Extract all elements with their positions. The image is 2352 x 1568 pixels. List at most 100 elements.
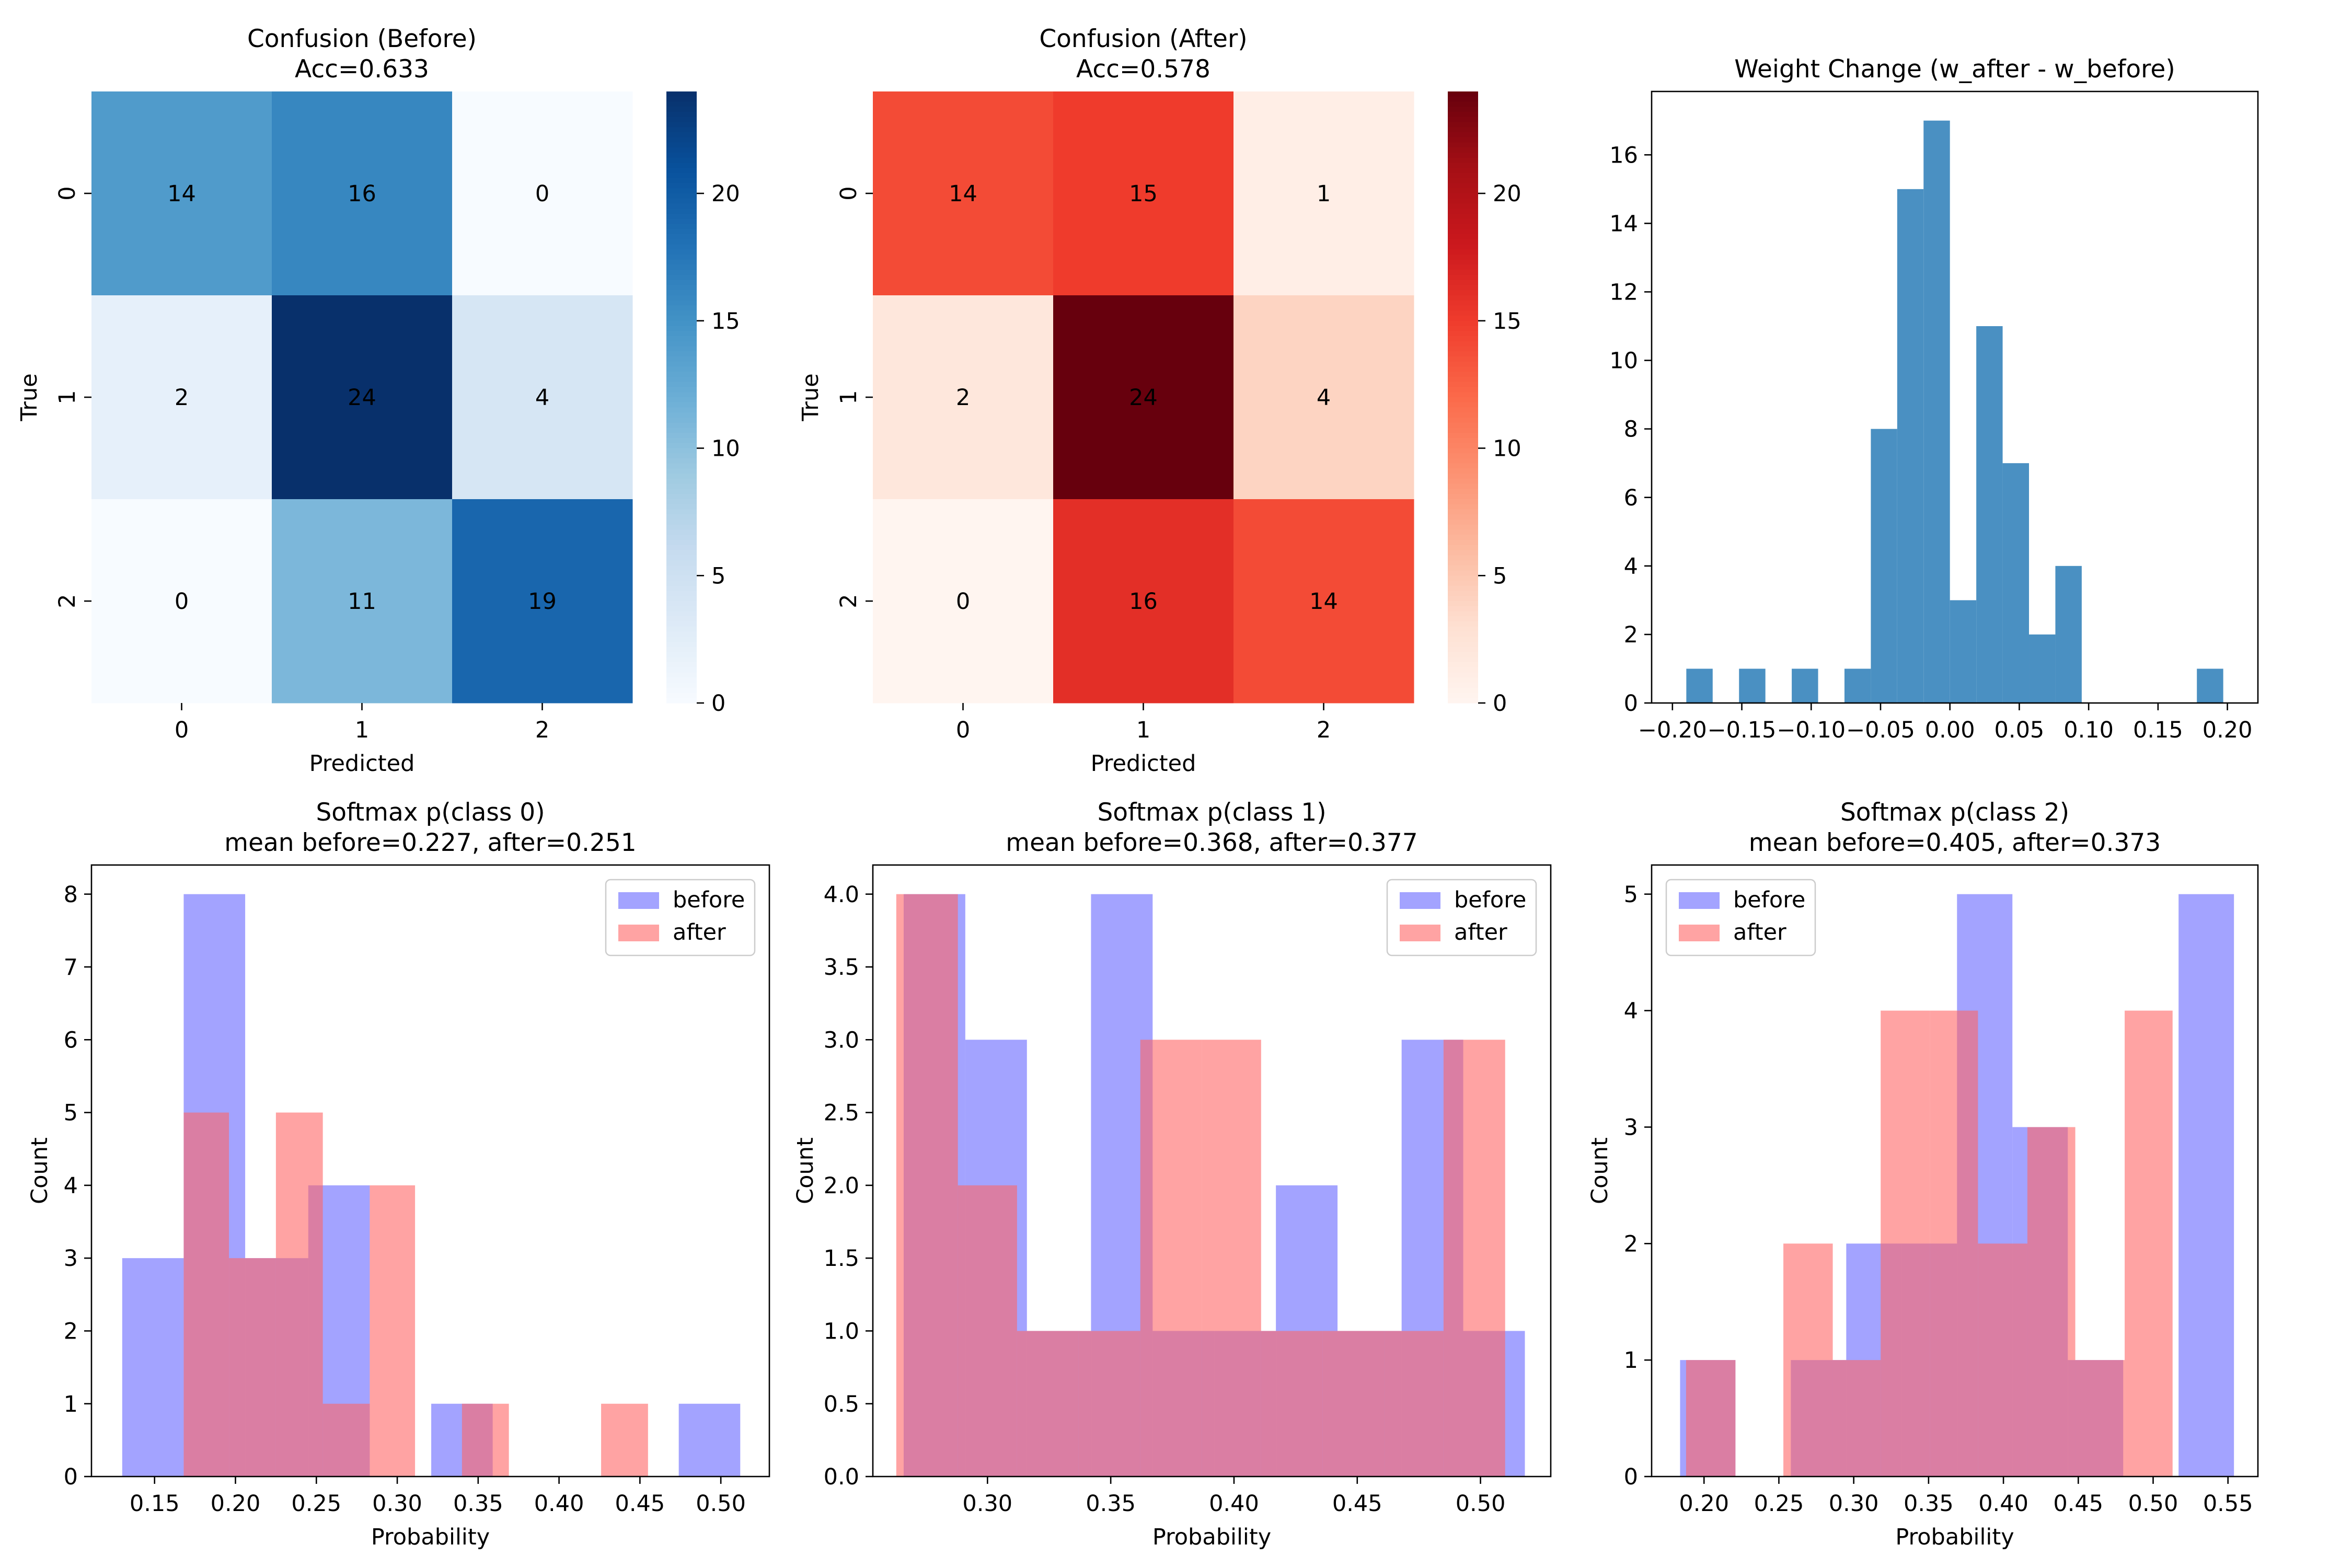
colorbar-segment bbox=[666, 499, 697, 505]
y-tick-label: 4.0 bbox=[824, 882, 859, 908]
series-weights bbox=[1686, 120, 2223, 704]
colorbar-segment bbox=[666, 601, 697, 607]
colorbar-segment bbox=[666, 677, 697, 683]
cell-value: 19 bbox=[528, 589, 557, 615]
colorbar-segment bbox=[666, 387, 697, 393]
colorbar-segment bbox=[666, 255, 697, 260]
y-tick-label: 2.5 bbox=[824, 1100, 859, 1126]
colorbar-segment bbox=[1448, 157, 1478, 164]
colorbar-tick-label: 0 bbox=[711, 690, 725, 717]
x-axis-label: Probability bbox=[1895, 1524, 2014, 1550]
colorbar-segment bbox=[1448, 535, 1478, 540]
colorbar-segment bbox=[1448, 397, 1478, 403]
colorbar-segment bbox=[1448, 402, 1478, 408]
colorbar-segment bbox=[666, 244, 697, 250]
histogram-3: 0.15 0.20 0.25 0.30 0.35 0.40 0.45 0.50 0 1 2 3 4 5 6 7… bbox=[27, 864, 770, 1550]
colorbar-segment bbox=[1448, 193, 1478, 199]
colorbar-segment bbox=[666, 509, 697, 515]
colorbar-segment bbox=[666, 621, 697, 627]
histogram-bar bbox=[1978, 1243, 2027, 1477]
colorbar-segment bbox=[1448, 127, 1478, 133]
x-tick-label: 0.30 bbox=[962, 1491, 1012, 1517]
y-tick-label: 1.0 bbox=[824, 1318, 859, 1344]
colorbar-segment bbox=[666, 667, 697, 673]
x-tick-label: 1 bbox=[355, 717, 369, 743]
colorbar-segment bbox=[666, 178, 697, 184]
histogram-bar bbox=[1686, 668, 1713, 703]
x-axis-label: Probability bbox=[1152, 1524, 1271, 1550]
axes-frame bbox=[1651, 864, 2259, 1478]
colorbar-segment bbox=[1448, 637, 1478, 642]
histogram-bar bbox=[1783, 1243, 1833, 1477]
colorbar-segment bbox=[1448, 560, 1478, 566]
heatmap-cell bbox=[873, 91, 1054, 296]
colorbar-segment bbox=[666, 275, 697, 281]
x-tick-label: 0.00 bbox=[1925, 717, 1975, 743]
colorbar-segment bbox=[666, 529, 697, 535]
colorbar-segment bbox=[666, 229, 697, 235]
colorbar-segment bbox=[666, 320, 697, 327]
x-tick-label: 0.40 bbox=[1978, 1491, 2028, 1517]
colorbar-segment bbox=[666, 606, 697, 612]
colorbar-segment bbox=[666, 137, 697, 143]
heatmap-cell bbox=[91, 91, 272, 296]
colorbar-segment bbox=[666, 524, 697, 531]
colorbar-segment bbox=[1448, 463, 1478, 469]
histogram-bar bbox=[122, 1258, 184, 1477]
colorbar-tick-label: 5 bbox=[711, 563, 725, 589]
colorbar-segment bbox=[666, 295, 697, 301]
colorbar-segment bbox=[1448, 264, 1478, 270]
colorbar-segment bbox=[1448, 305, 1478, 311]
colorbar-segment bbox=[1448, 316, 1478, 321]
colorbar-segment bbox=[1448, 677, 1478, 683]
colorbar-segment bbox=[666, 479, 697, 485]
histogram-bar bbox=[2075, 1360, 2125, 1477]
colorbar-segment bbox=[1448, 433, 1478, 439]
colorbar-segment bbox=[1448, 351, 1478, 357]
colorbar-segment bbox=[666, 560, 697, 566]
colorbar-segment bbox=[1448, 565, 1478, 571]
colorbar-segment bbox=[1448, 101, 1478, 107]
colorbar-segment bbox=[666, 239, 697, 245]
colorbar-segment bbox=[1448, 341, 1478, 347]
histogram-bar bbox=[1950, 600, 1977, 703]
colorbar-segment bbox=[1448, 91, 1478, 97]
y-tick-label: 2 bbox=[1624, 622, 1638, 648]
cell-value: 16 bbox=[1129, 589, 1158, 615]
colorbar-segment bbox=[666, 652, 697, 658]
histogram-bar bbox=[2029, 634, 2056, 703]
chart-subtitle: mean before=0.227, after=0.251 bbox=[224, 828, 636, 857]
heatmap-1: 14 15 1 2 24 4 0 16 14 0 1 2 0 1 2 Predicted True bbox=[798, 91, 1414, 777]
colorbar-segment bbox=[666, 418, 697, 423]
colorbar-segment bbox=[666, 565, 697, 571]
x-tick-label: 0.45 bbox=[1332, 1491, 1382, 1517]
x-tick-label: 0.35 bbox=[1086, 1491, 1136, 1517]
colorbar-segment bbox=[666, 127, 697, 133]
y-tick-label: 3.5 bbox=[824, 954, 859, 981]
colorbar-segment bbox=[1448, 142, 1478, 148]
colorbar-segment bbox=[1448, 112, 1478, 118]
x-tick-label: 0.20 bbox=[211, 1491, 261, 1517]
colorbar-segment bbox=[666, 402, 697, 408]
y-axis-label: Count bbox=[27, 1137, 53, 1204]
histogram-bar bbox=[601, 1403, 648, 1477]
histogram-bar bbox=[1443, 1040, 1505, 1477]
colorbar-segment bbox=[666, 474, 697, 479]
chart-subtitle: Acc=0.633 bbox=[295, 55, 429, 84]
y-tick-label: 4 bbox=[1624, 554, 1638, 580]
colorbar-segment bbox=[666, 224, 697, 229]
heatmap-cell bbox=[1053, 499, 1234, 704]
colorbar-segment bbox=[1448, 290, 1478, 296]
cell-value: 14 bbox=[949, 181, 977, 207]
histogram-bar bbox=[1261, 1331, 1323, 1477]
histogram-bar bbox=[1792, 668, 1818, 703]
chart-title: Confusion (After) bbox=[1039, 25, 1247, 53]
y-tick-label: 6 bbox=[1624, 485, 1638, 511]
colorbar-segment bbox=[1448, 372, 1478, 377]
colorbar-segment bbox=[1448, 320, 1478, 327]
colorbar-segment bbox=[666, 433, 697, 439]
colorbar-segment bbox=[1448, 642, 1478, 648]
colorbar-segment bbox=[666, 107, 697, 112]
x-tick-label: 0.10 bbox=[2063, 717, 2114, 743]
heatmap-cell bbox=[1053, 91, 1234, 296]
